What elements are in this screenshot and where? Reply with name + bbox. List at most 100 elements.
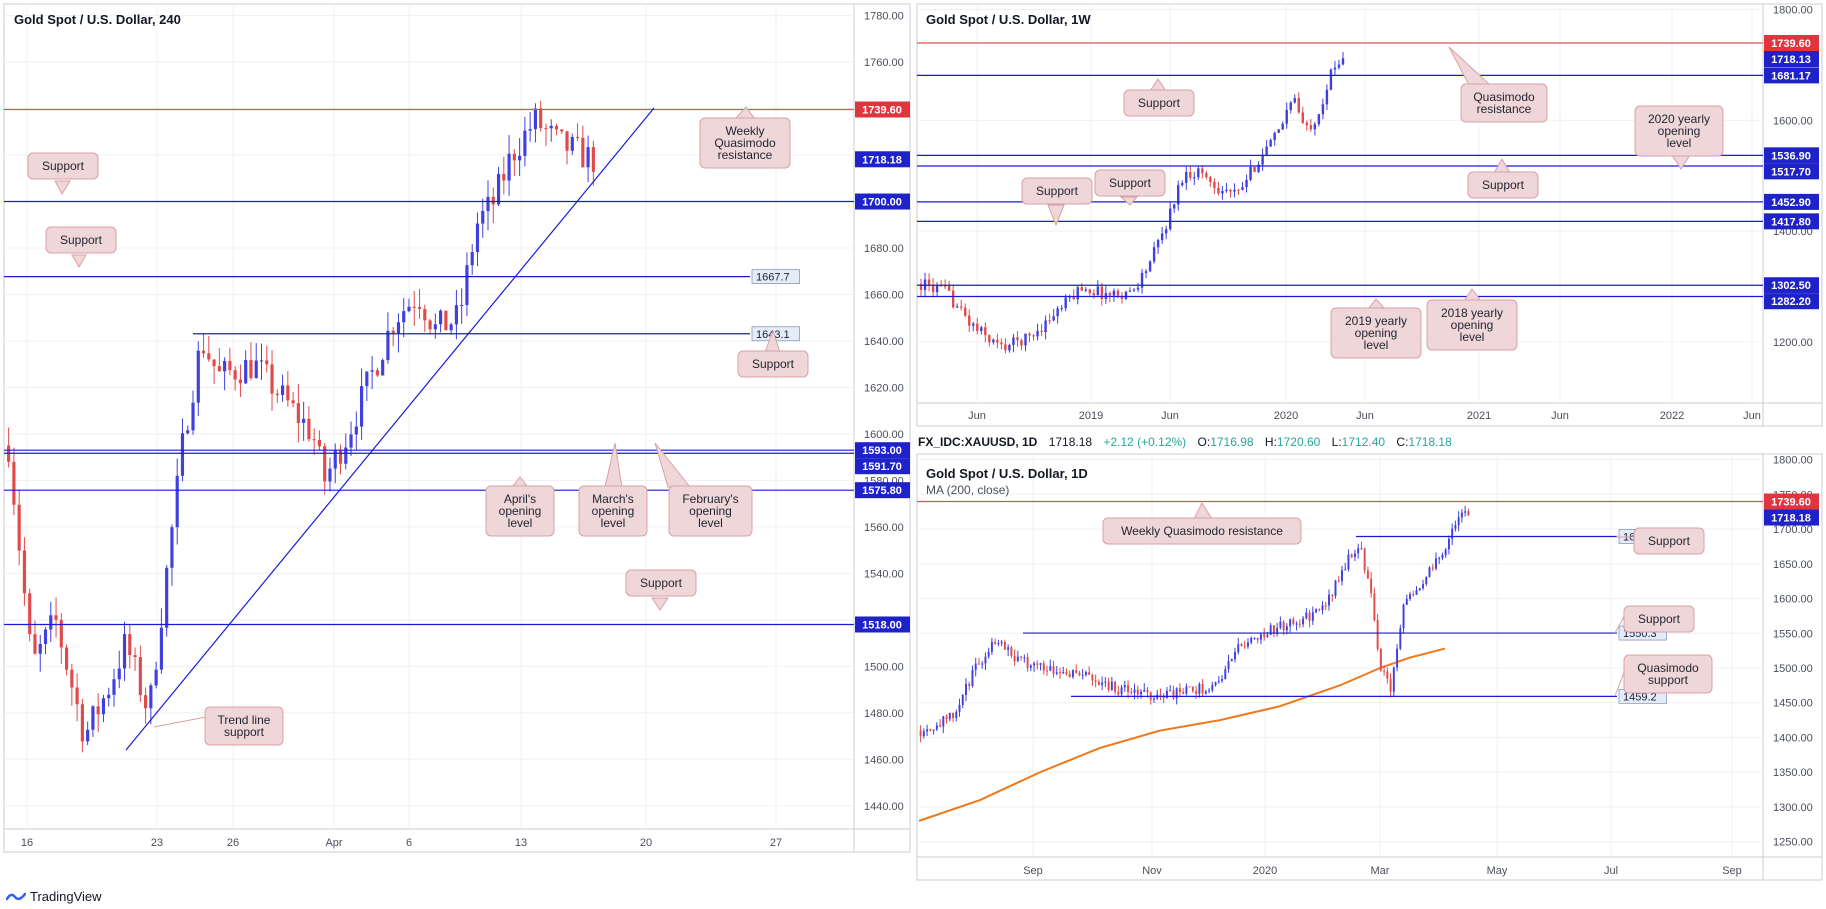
candle-body xyxy=(1016,656,1019,662)
candle-body xyxy=(945,716,948,720)
candle-body xyxy=(1169,690,1172,692)
candle-body xyxy=(1256,637,1259,640)
trend-line xyxy=(125,107,655,751)
callout-pointer xyxy=(1614,669,1626,697)
time-tick-label: 6 xyxy=(406,837,412,849)
candle-body xyxy=(1000,641,1003,644)
candle-body xyxy=(968,683,971,687)
candle-body xyxy=(544,128,548,130)
candle-body xyxy=(454,305,458,325)
h4-chart-panel[interactable]: 1667.71643.1 1780.001760.001740.001720.0… xyxy=(3,3,911,853)
candle-body xyxy=(1003,641,1006,650)
daily-candles xyxy=(919,505,1470,743)
candle-body xyxy=(1227,661,1230,670)
price-change: +2.12 (+0.12%) xyxy=(1103,435,1186,449)
h4-chart-title: Gold Spot / U.S. Dollar, 240 xyxy=(14,12,181,27)
candle-body xyxy=(1007,647,1010,650)
candle-body xyxy=(165,567,169,628)
candle-body xyxy=(575,136,580,138)
tradingview-logo-icon xyxy=(6,892,26,900)
time-tick-label: 2022 xyxy=(1660,410,1684,422)
price-tag-label: 1536.90 xyxy=(1771,150,1811,162)
candle-body xyxy=(1028,333,1031,336)
candle-body xyxy=(1221,679,1224,681)
candle-body xyxy=(1224,669,1227,680)
daily-annotations: Weekly Quasimodo resistance Support Suppor… xyxy=(1102,501,1713,697)
price-tick-label: 1800.00 xyxy=(1773,5,1813,17)
candle-body xyxy=(1096,286,1100,296)
candle-body xyxy=(565,131,569,151)
candle-body xyxy=(296,403,300,423)
candle-body xyxy=(138,657,142,696)
candle-body xyxy=(28,593,32,635)
candle-body xyxy=(1182,692,1185,694)
candle-body xyxy=(968,315,971,326)
candle-body xyxy=(1457,517,1460,526)
time-tick-label: Nov xyxy=(1142,865,1162,877)
candle-body xyxy=(1091,674,1094,681)
candle-body xyxy=(1189,172,1192,178)
candle-body xyxy=(926,729,929,732)
candle-body xyxy=(1198,683,1201,694)
weekly-time-axis: Jun 2019 Jun 2020 Jun 2021 Jun 2022 Jun xyxy=(968,410,1761,422)
candle-body xyxy=(233,370,237,380)
candle-body xyxy=(1004,344,1007,351)
candle-body xyxy=(1302,618,1305,625)
time-tick-label: 27 xyxy=(770,837,782,849)
price-tick-label: 1680.00 xyxy=(864,243,904,255)
candle-body xyxy=(1269,140,1272,147)
candle-body xyxy=(207,353,211,360)
candle-body xyxy=(972,323,975,326)
candle-body xyxy=(1272,625,1275,634)
candle-body xyxy=(980,327,983,331)
candle-body xyxy=(1241,187,1244,190)
candle-body xyxy=(1399,628,1402,649)
candle-body xyxy=(502,173,506,181)
price-tick-label: 1550.00 xyxy=(1773,628,1813,640)
candle-body xyxy=(1052,666,1055,674)
price-tag xyxy=(1764,293,1819,310)
price-tick-label: 1560.00 xyxy=(864,522,904,534)
callout-text: February's xyxy=(682,492,738,506)
price-tag xyxy=(855,193,910,210)
candle-body xyxy=(1144,271,1148,273)
candle-body xyxy=(959,306,963,308)
time-tick-label: 2021 xyxy=(1467,410,1491,422)
candle-body xyxy=(1024,333,1027,346)
price-tag-label: 1452.90 xyxy=(1771,197,1811,209)
callout-pointer xyxy=(153,716,207,728)
candle-body xyxy=(523,130,527,156)
daily-time-axis: Sep Nov 2020 Mar May Jul Sep xyxy=(1023,865,1742,877)
candle-body xyxy=(1289,102,1292,110)
candle-body xyxy=(1117,691,1120,695)
candle-body xyxy=(1418,588,1421,591)
candle-body xyxy=(365,371,369,387)
candle-body xyxy=(217,366,221,372)
callout-text: level xyxy=(1460,330,1485,344)
candle-body xyxy=(1438,558,1441,560)
candle-body xyxy=(1201,683,1204,694)
candle-body xyxy=(112,679,116,695)
candle-body xyxy=(939,285,943,287)
candle-body xyxy=(1245,179,1248,188)
candle-body xyxy=(223,361,227,372)
candle-body xyxy=(919,283,923,290)
tradingview-brand[interactable]: TradingView xyxy=(6,889,102,904)
candle-body xyxy=(1188,686,1191,688)
price-tag-label: 1681.17 xyxy=(1771,70,1811,82)
callout-box xyxy=(1102,517,1302,545)
callout-pointer xyxy=(651,597,669,611)
candle-body xyxy=(1344,569,1347,571)
candle-body xyxy=(1353,553,1356,557)
weekly-price-tags: 1739.60 1718.13 1681.17 1536.90 1517.70 1452.… xyxy=(1764,35,1819,310)
daily-ma-200 xyxy=(918,647,1446,822)
price-tick-label: 1350.00 xyxy=(1773,767,1813,779)
candle-body xyxy=(1127,685,1130,693)
candle-body xyxy=(175,475,179,528)
time-tick-label: Jul xyxy=(1604,865,1618,877)
price-tag xyxy=(855,482,910,499)
callout-text: Support xyxy=(1036,184,1079,198)
